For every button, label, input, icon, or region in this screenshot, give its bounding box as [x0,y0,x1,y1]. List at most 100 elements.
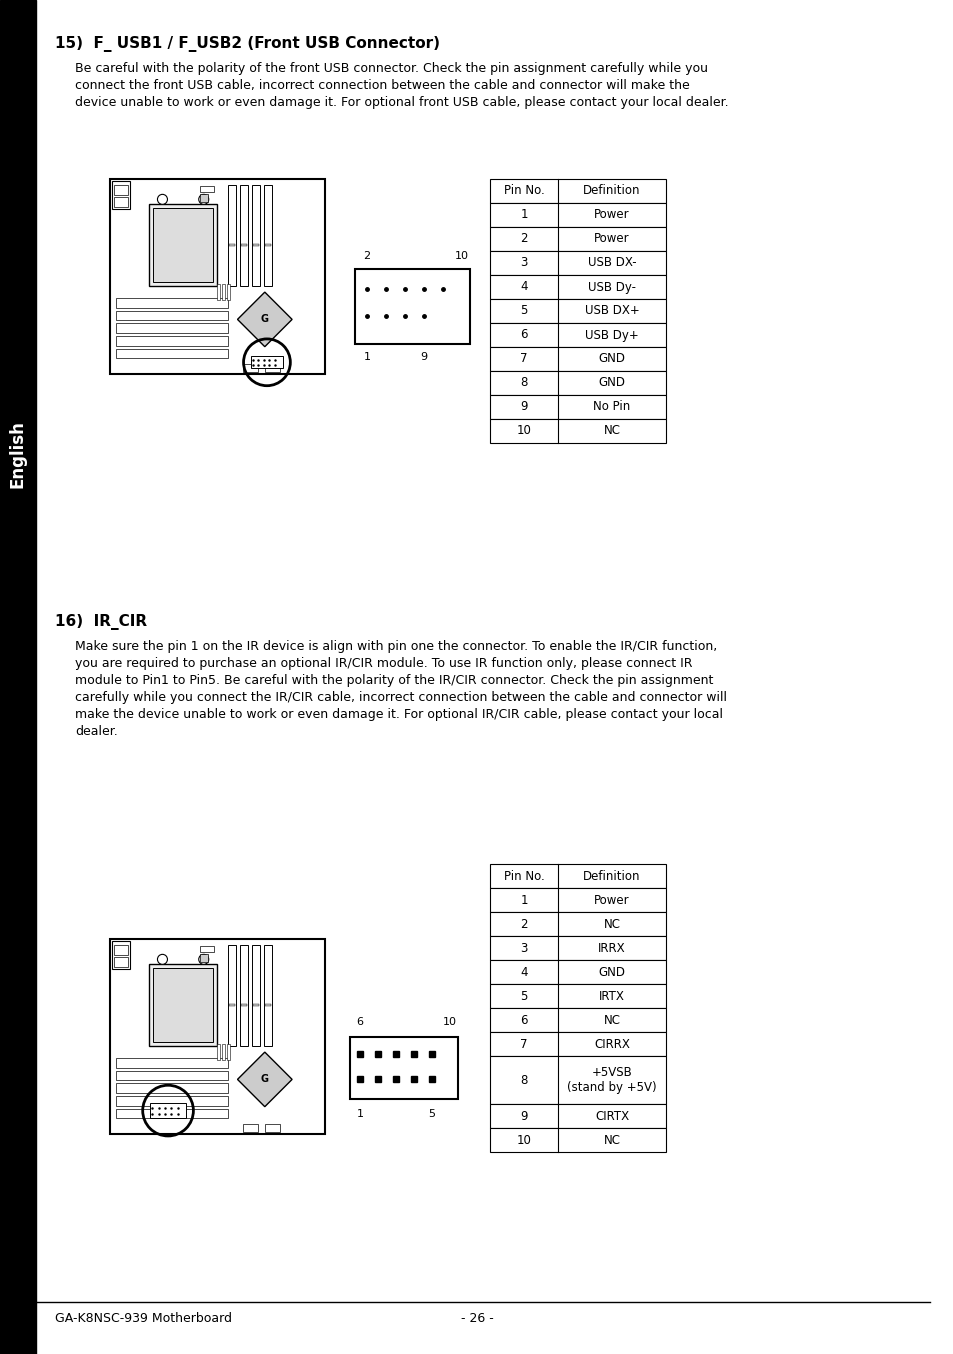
Text: GND: GND [598,965,625,979]
Bar [490,275,665,299]
Text: 2: 2 [519,233,527,245]
Bar [252,185,260,286]
Bar [152,209,213,282]
Bar [490,227,665,250]
Bar [200,955,208,963]
Text: Pin No.: Pin No. [503,869,544,883]
Bar [490,936,665,960]
Text: Power: Power [594,233,629,245]
Text: NC: NC [603,1014,619,1026]
Circle shape [157,195,168,204]
Text: 4: 4 [519,280,527,294]
Text: G: G [260,1075,269,1085]
Bar [200,187,214,192]
Text: 6: 6 [519,1014,527,1026]
Bar [253,1003,259,1006]
Bar [265,244,271,245]
Bar [113,945,128,955]
Polygon shape [237,1052,292,1106]
Text: GND: GND [598,352,625,366]
Bar [152,968,213,1043]
Text: 9: 9 [519,401,527,413]
Bar [243,364,258,372]
Bar [252,945,260,1047]
Bar [490,179,665,203]
Circle shape [198,195,209,204]
Bar [116,1071,228,1080]
Circle shape [157,955,168,964]
Bar [265,1003,271,1006]
Bar [112,941,130,969]
Text: 3: 3 [519,256,527,269]
Text: NC: NC [603,1133,619,1147]
Bar [253,244,259,245]
Bar [355,269,470,344]
Circle shape [198,955,209,964]
Bar [113,957,128,967]
Bar [116,1095,228,1106]
Text: CIRRX: CIRRX [594,1037,629,1051]
Bar [116,336,228,345]
Bar [116,348,228,359]
Bar [490,347,665,371]
Text: CIRTX: CIRTX [595,1109,628,1122]
Bar [217,284,220,299]
Bar [490,960,665,984]
Text: Power: Power [594,894,629,906]
Bar [227,284,231,299]
Text: 3: 3 [519,941,527,955]
Text: 7: 7 [519,1037,527,1051]
Text: NC: NC [603,918,619,930]
Bar [490,324,665,347]
Bar [490,250,665,275]
Text: 8: 8 [519,1074,527,1086]
Text: Definition: Definition [582,869,640,883]
Text: GA-K8NSC-939 Motherboard: GA-K8NSC-939 Motherboard [55,1312,232,1324]
Text: USB DX+: USB DX+ [584,305,639,317]
Text: Definition: Definition [582,184,640,198]
Text: 4: 4 [519,965,527,979]
Text: 15)  F_ USB1 / F_USB2 (Front USB Connector): 15) F_ USB1 / F_USB2 (Front USB Connecto… [55,37,439,51]
Text: 1: 1 [356,1109,363,1118]
Bar [116,298,228,307]
Bar [149,964,217,1047]
Bar [228,185,236,286]
Bar [490,1056,665,1104]
Bar [229,244,235,245]
Polygon shape [237,292,292,347]
Bar [240,185,248,286]
Bar [251,356,283,368]
Text: 5: 5 [519,990,527,1002]
Text: module to Pin1 to Pin5. Be careful with the polarity of the IR/CIR connector. Ch: module to Pin1 to Pin5. Be careful with … [75,674,713,686]
Bar [116,324,228,333]
Text: - 26 -: - 26 - [460,1312,493,1324]
Bar [264,945,272,1047]
Bar [490,864,665,888]
Text: (stand by +5V): (stand by +5V) [567,1080,656,1094]
Text: 1: 1 [519,209,527,222]
Text: make the device unable to work or even damage it. For optional IR/CIR cable, ple: make the device unable to work or even d… [75,708,722,720]
Text: dealer.: dealer. [75,724,117,738]
Text: Make sure the pin 1 on the IR device is align with pin one the connector. To ena: Make sure the pin 1 on the IR device is … [75,640,717,653]
Bar [113,196,128,207]
Bar [113,185,128,195]
Text: connect the front USB cable, incorrect connection between the cable and connecto: connect the front USB cable, incorrect c… [75,79,689,92]
Bar [149,204,217,286]
Text: 1: 1 [363,352,370,362]
Bar [110,940,325,1135]
Text: 9: 9 [420,352,427,362]
Text: No Pin: No Pin [593,401,630,413]
Text: Power: Power [594,209,629,222]
Text: 10: 10 [455,250,469,261]
Bar [490,888,665,913]
Bar [265,1124,279,1132]
Text: 16)  IR_CIR: 16) IR_CIR [55,613,147,630]
Text: 6: 6 [356,1017,363,1026]
Bar [241,244,247,245]
Bar [116,1109,228,1118]
Bar [490,418,665,443]
Bar [0,0,36,1354]
Bar [490,1032,665,1056]
Text: 5: 5 [519,305,527,317]
Bar [490,203,665,227]
